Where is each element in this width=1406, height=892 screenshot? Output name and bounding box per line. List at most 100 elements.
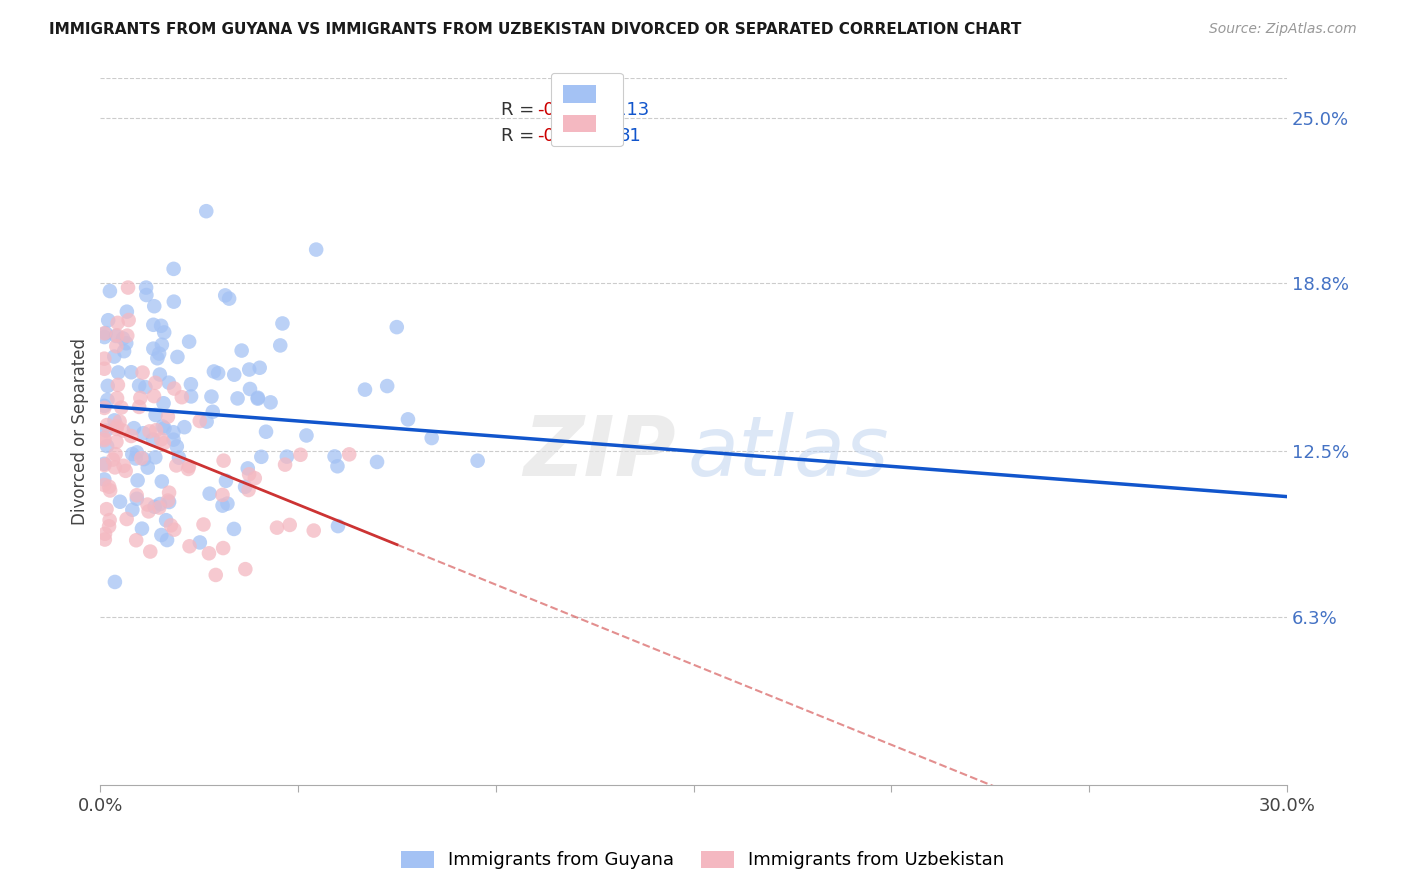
Point xyxy=(236,461,259,475)
Text: IMMIGRANTS FROM GUYANA VS IMMIGRANTS FROM UZBEKISTAN DIVORCED OR SEPARATED CORRE: IMMIGRANTS FROM GUYANA VS IMMIGRANTS FRO… xyxy=(49,22,1022,37)
Point xyxy=(217,497,239,511)
Point xyxy=(250,450,273,464)
Point xyxy=(170,390,193,404)
Point xyxy=(117,328,139,343)
Point xyxy=(143,299,166,313)
Point xyxy=(121,447,143,461)
Point xyxy=(201,405,224,419)
Point xyxy=(122,421,145,435)
Point xyxy=(157,485,180,500)
Point xyxy=(93,326,115,341)
Point xyxy=(163,523,186,537)
Point xyxy=(135,288,157,302)
Point xyxy=(121,503,143,517)
Point xyxy=(152,436,174,450)
Point xyxy=(226,392,249,406)
Point xyxy=(93,458,115,472)
Point xyxy=(224,368,246,382)
Point xyxy=(162,261,184,276)
Point xyxy=(160,518,183,533)
Point xyxy=(112,344,135,359)
Point xyxy=(167,450,190,465)
Point xyxy=(134,380,156,394)
Point xyxy=(132,426,155,441)
Point xyxy=(136,498,159,512)
Point xyxy=(105,391,128,405)
Point xyxy=(162,433,184,447)
Point xyxy=(153,421,176,435)
Point xyxy=(142,433,165,447)
Point xyxy=(156,493,179,508)
Point xyxy=(467,453,489,467)
Point xyxy=(193,517,215,532)
Point xyxy=(198,486,221,500)
Point xyxy=(180,389,202,403)
Text: 81: 81 xyxy=(619,127,641,145)
Point xyxy=(93,457,115,471)
Text: -0.197: -0.197 xyxy=(537,101,595,119)
Point xyxy=(98,513,121,527)
Point xyxy=(302,524,325,538)
Point xyxy=(157,495,180,509)
Point xyxy=(254,425,277,439)
Point xyxy=(149,497,172,511)
Point xyxy=(115,304,138,318)
Point xyxy=(125,445,148,459)
Point xyxy=(127,474,149,488)
Point xyxy=(396,412,419,426)
Point xyxy=(128,400,150,414)
Point xyxy=(156,409,179,424)
Y-axis label: Divorced or Separated: Divorced or Separated xyxy=(72,338,89,524)
Point xyxy=(238,483,260,497)
Text: atlas: atlas xyxy=(688,412,889,493)
Point xyxy=(211,488,233,502)
Point xyxy=(93,399,115,413)
Point xyxy=(179,539,201,553)
Point xyxy=(110,401,132,415)
Point xyxy=(366,455,388,469)
Point xyxy=(132,452,155,467)
Text: N =: N = xyxy=(578,127,628,145)
Point xyxy=(156,533,179,547)
Point xyxy=(112,424,135,438)
Point xyxy=(143,500,166,514)
Point xyxy=(305,243,328,257)
Point xyxy=(96,418,118,433)
Point xyxy=(195,415,218,429)
Point xyxy=(111,331,134,345)
Point xyxy=(142,342,165,356)
Point xyxy=(125,488,148,502)
Point xyxy=(243,471,266,485)
Point xyxy=(218,292,240,306)
Point xyxy=(131,451,153,466)
Point xyxy=(114,464,136,478)
Point xyxy=(323,450,346,464)
Point xyxy=(214,288,236,302)
Point xyxy=(96,392,118,407)
Text: R =: R = xyxy=(502,101,540,119)
Point xyxy=(166,350,188,364)
Point xyxy=(101,452,124,467)
Point xyxy=(269,338,291,352)
Point xyxy=(105,419,128,434)
Point xyxy=(103,350,125,364)
Point xyxy=(98,284,121,298)
Point xyxy=(93,351,115,366)
Point xyxy=(162,425,184,440)
Point xyxy=(326,519,349,533)
Point xyxy=(150,475,173,489)
Point xyxy=(112,458,135,473)
Point xyxy=(246,392,269,406)
Point xyxy=(145,376,167,390)
Point xyxy=(93,401,115,415)
Point xyxy=(146,351,169,366)
Point xyxy=(148,500,170,515)
Point xyxy=(188,535,211,549)
Point xyxy=(107,316,129,330)
Point xyxy=(129,391,152,405)
Point xyxy=(94,533,117,547)
Point xyxy=(157,376,180,390)
Point xyxy=(105,339,128,353)
Point xyxy=(195,204,218,219)
Point xyxy=(93,330,115,344)
